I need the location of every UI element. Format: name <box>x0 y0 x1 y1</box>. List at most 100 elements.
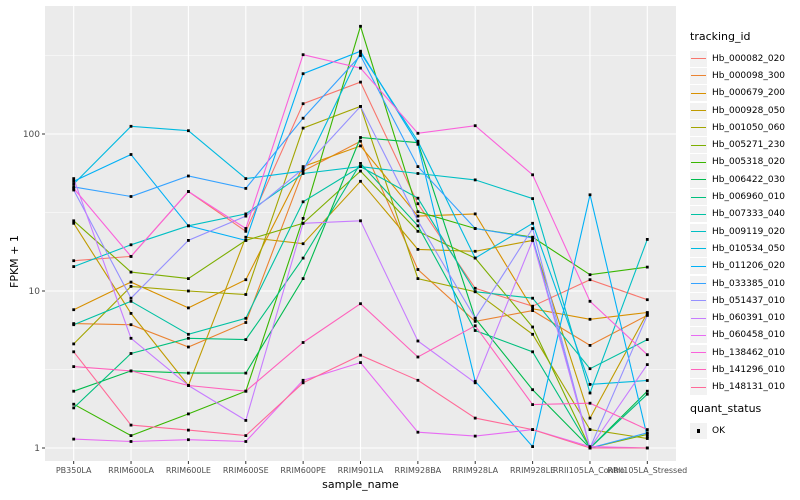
data-point <box>301 126 305 130</box>
legend-key-swatch <box>690 240 707 257</box>
data-point <box>301 221 305 225</box>
legend-key-swatch <box>690 361 707 378</box>
data-point <box>416 219 420 223</box>
data-point <box>531 325 534 329</box>
data-point <box>301 381 305 385</box>
data-point <box>531 221 534 225</box>
data-point <box>531 173 534 177</box>
data-point <box>416 165 420 168</box>
data-point <box>187 345 190 349</box>
legend-quant-status: OK <box>690 423 725 439</box>
data-point <box>359 139 362 143</box>
data-point <box>473 286 477 290</box>
data-point <box>244 338 248 341</box>
data-point <box>244 227 248 230</box>
legend-line-icon <box>691 179 706 181</box>
data-point <box>244 293 248 296</box>
data-point <box>244 229 248 233</box>
legend-item-label: Hb_006960_010 <box>712 192 786 203</box>
legend-item-label: Hb_000082_020 <box>712 53 786 64</box>
legend-item-label: Hb_051437_010 <box>712 295 786 306</box>
data-point <box>359 361 362 364</box>
data-point <box>359 66 362 70</box>
legend-item-label: Hb_138462_010 <box>712 347 786 358</box>
x-tick-label: RRII105LA_Stressed <box>607 466 687 475</box>
data-point <box>473 316 477 320</box>
gridlines <box>45 6 676 461</box>
data-point <box>301 165 305 168</box>
data-point <box>645 311 649 315</box>
data-point <box>244 371 248 375</box>
legend-item: Hb_000679_200 <box>690 85 785 102</box>
data-point <box>72 182 76 186</box>
legend-item: Hb_051437_010 <box>690 292 785 309</box>
data-point <box>416 142 420 146</box>
y-tick-label: 100 <box>23 130 40 140</box>
data-point <box>416 172 420 175</box>
data-point <box>129 243 133 247</box>
data-point <box>301 102 305 106</box>
data-point <box>473 329 477 332</box>
data-point <box>72 177 76 180</box>
legend-key-swatch <box>690 344 707 361</box>
data-point <box>187 239 190 242</box>
data-point <box>301 53 305 57</box>
data-point <box>531 239 534 242</box>
data-point <box>531 350 534 354</box>
data-point <box>72 179 76 183</box>
data-point <box>244 239 248 242</box>
data-point <box>473 178 477 182</box>
data-point <box>416 196 420 200</box>
data-point <box>645 379 649 382</box>
data-point <box>244 321 248 324</box>
legend-item-label: Hb_000928_050 <box>712 105 786 116</box>
x-tick-label: RRII105LA_Control <box>553 466 627 475</box>
data-point <box>72 308 76 312</box>
data-point <box>645 363 649 366</box>
y-tick-label: 10 <box>29 287 41 297</box>
data-point <box>588 344 592 347</box>
data-point <box>645 446 649 450</box>
legend-key-swatch <box>690 310 707 327</box>
data-point <box>588 273 592 277</box>
legend-line-icon <box>691 248 706 250</box>
data-point <box>359 165 362 168</box>
legend-key-swatch <box>690 189 707 206</box>
data-point <box>244 419 248 422</box>
data-point <box>645 265 649 269</box>
data-point <box>301 169 305 173</box>
data-point <box>72 219 76 223</box>
data-point <box>129 270 133 274</box>
data-points <box>72 24 649 450</box>
data-point <box>416 141 420 145</box>
legend-line-icon <box>691 213 706 215</box>
data-point <box>301 256 305 260</box>
data-point <box>129 299 133 303</box>
data-point <box>531 403 534 406</box>
data-point <box>473 320 477 323</box>
legend-line-icon <box>691 110 706 112</box>
legend-item-label: Hb_001050_060 <box>712 122 786 133</box>
data-point <box>72 185 76 189</box>
legend-item-label: Hb_000679_200 <box>712 88 786 99</box>
x-tick-label: RRIM928BA <box>395 466 442 475</box>
legend-line-icon <box>691 92 706 94</box>
legend-line-icon <box>691 283 706 284</box>
y-axis-tick-labels: 1 10 100 <box>23 130 40 454</box>
quant-status-label: OK <box>712 426 725 436</box>
legend-item: Hb_141296_010 <box>690 361 785 378</box>
data-point <box>416 210 420 214</box>
data-point <box>416 202 420 206</box>
data-point <box>129 440 133 443</box>
data-point <box>473 381 477 385</box>
data-point <box>129 323 133 327</box>
legend-key-swatch <box>690 154 707 171</box>
legend-key-swatch <box>690 275 707 292</box>
data-point <box>129 423 133 427</box>
data-point <box>645 313 649 317</box>
data-point <box>359 302 362 306</box>
data-point <box>359 169 362 173</box>
legend-item-label: Hb_148131_010 <box>712 382 786 393</box>
data-point <box>531 388 534 392</box>
